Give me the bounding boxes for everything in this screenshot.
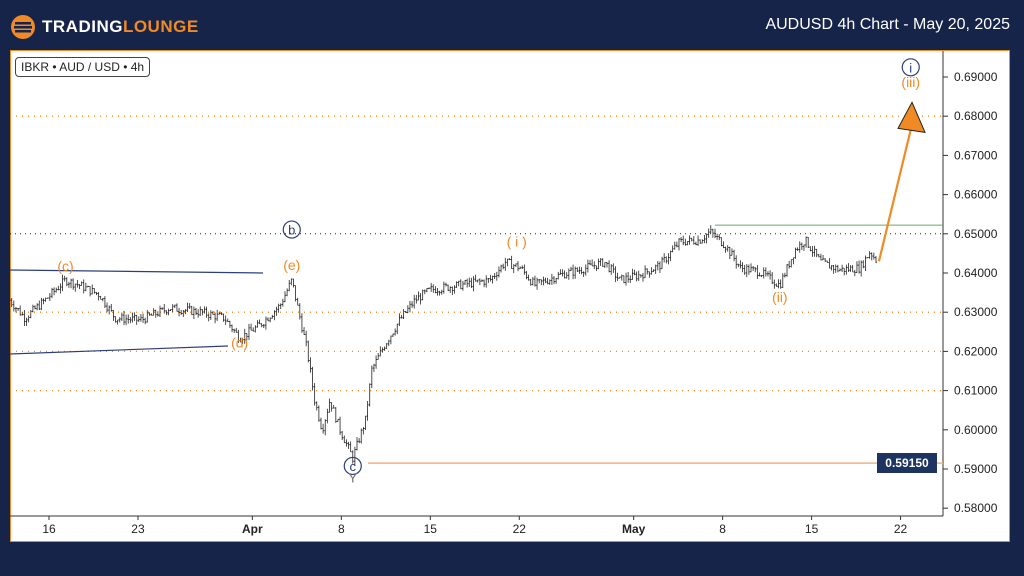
projection-arrow-head (897, 101, 926, 133)
x-tick-label: 15 (805, 522, 819, 536)
wave-label: i (909, 60, 912, 75)
wave-label: b (288, 223, 295, 238)
y-tick-label: 0.62000 (954, 344, 998, 358)
wave-label: (c) (57, 258, 73, 274)
y-tick-label: 0.59000 (954, 462, 998, 476)
x-tick-label: 8 (719, 522, 726, 536)
x-tick-label: Apr (242, 522, 263, 536)
brand-name: TRADINGLOUNGE (42, 17, 199, 36)
x-tick-label: May (622, 522, 646, 536)
wave-label-circle (901, 58, 920, 77)
symbol-tag: IBKR • AUD / USD • 4h (15, 57, 151, 77)
y-tick-label: 0.69000 (954, 70, 998, 84)
wave-label: ( i ) (507, 233, 527, 249)
x-tick-label: 23 (131, 522, 145, 536)
projection-arrow-line (877, 124, 914, 262)
x-tick-label: 16 (42, 522, 56, 536)
chart-title: AUDUSD 4h Chart - May 20, 2025 (765, 16, 1010, 33)
y-tick-label: 0.61000 (954, 384, 998, 398)
invalidation-label-bg (877, 453, 937, 473)
wave-label: (e) (283, 257, 300, 273)
wave-label: Y (348, 470, 358, 486)
x-tick-label: 8 (338, 522, 345, 536)
y-tick-label: 0.58000 (954, 501, 998, 515)
y-tick-label: 0.60000 (954, 423, 998, 437)
y-tick-label: 0.64000 (954, 266, 998, 280)
wave-label: (iii) (901, 74, 920, 90)
x-tick-label: 22 (513, 522, 527, 536)
y-tick-label: 0.65000 (954, 227, 998, 241)
y-tick-label: 0.66000 (954, 188, 998, 202)
y-tick-label: 0.67000 (954, 148, 998, 162)
chart-panel (10, 50, 1010, 542)
x-tick-label: 15 (424, 522, 438, 536)
logo-icon (11, 15, 35, 39)
wave-label: c (350, 459, 357, 474)
y-tick-label: 0.68000 (954, 109, 998, 123)
wave-label-circle (343, 456, 362, 476)
y-tick-label: 0.63000 (954, 305, 998, 319)
wave-label: (ii) (772, 289, 788, 305)
invalidation-label: 0.59150 (885, 456, 929, 470)
trendline-lower (9, 345, 229, 355)
wave-label-circle (282, 220, 301, 239)
trendline-upper (9, 269, 264, 274)
x-tick-label: 22 (894, 522, 908, 536)
wave-label: (d) (231, 334, 248, 350)
brand-logo: TRADINGLOUNGE (10, 14, 199, 40)
